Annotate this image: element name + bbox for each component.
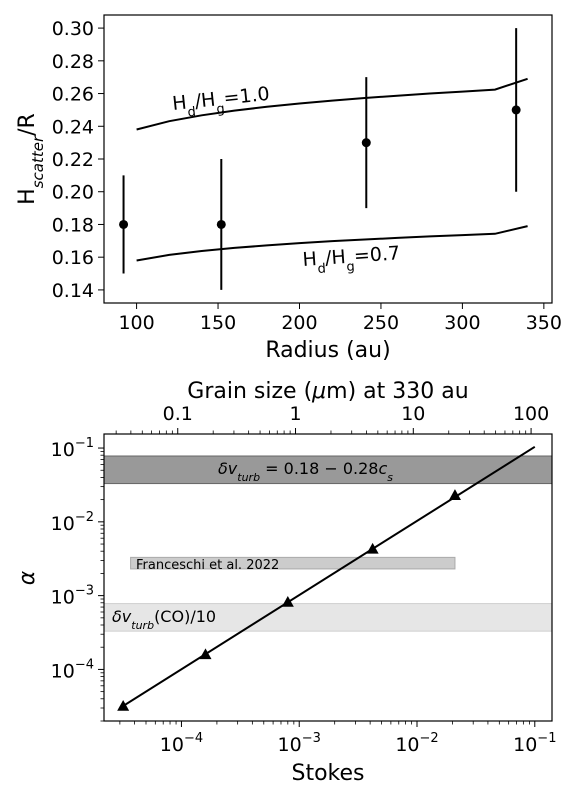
model-curve-2 bbox=[136, 225, 528, 262]
top-x-tick-label: 300 bbox=[444, 312, 480, 334]
bottom-chart: 10−4 10−3 10−2 10−1 10−4 10−3 10−2 10−1 0.1 1 10… bbox=[15, 379, 556, 786]
band-co bbox=[103, 603, 553, 632]
bottom-top-axis-label: Grain size (μm) at 330 au bbox=[187, 379, 468, 404]
bottom-line bbox=[122, 445, 536, 707]
data-point-3 bbox=[361, 138, 371, 148]
bottom-top-ticks: 0.1 1 10 100 bbox=[115, 403, 549, 434]
top-y-tick-label: 0.22 bbox=[52, 149, 94, 171]
bottom-y-tick-label: 10−4 bbox=[51, 657, 94, 682]
bottom-y-tick-label: 10−1 bbox=[51, 436, 94, 461]
data-point-4 bbox=[511, 105, 521, 115]
top-y-ticks: 0.14 0.16 0.18 0.20 0.22 0.24 0.26 0.28 0.30 bbox=[52, 18, 104, 302]
bottom-x-tick-label: 10−1 bbox=[513, 731, 556, 756]
top-x-tick-label: 150 bbox=[200, 312, 236, 334]
bottom-x-tick-label: 10−4 bbox=[160, 731, 203, 756]
bottom-y-tick-label: 10−3 bbox=[51, 584, 94, 609]
band-turb bbox=[103, 455, 553, 485]
top-x-ticks: 100 150 200 250 300 350 bbox=[118, 303, 562, 334]
top-y-tick-label: 0.26 bbox=[52, 84, 94, 106]
top-x-tick-label: 100 bbox=[118, 312, 154, 334]
data-point-2 bbox=[216, 219, 226, 229]
top-curves bbox=[136, 77, 528, 262]
bottom-markers bbox=[117, 489, 461, 711]
top-y-tick-label: 0.24 bbox=[52, 116, 94, 138]
model-curve-1 bbox=[136, 77, 528, 131]
band-label-franceschi: Franceschi et al. 2022 bbox=[136, 558, 279, 573]
top-y-tick-label: 0.20 bbox=[52, 182, 94, 204]
top-points bbox=[119, 28, 521, 290]
top-y-tick-label: 0.14 bbox=[52, 280, 94, 302]
curve-label-1: Hd/Hg=1.0 bbox=[171, 83, 271, 122]
top-y-tick-label: 0.16 bbox=[52, 247, 94, 269]
triangle-marker-5 bbox=[448, 489, 461, 500]
bottom-y-ticks: 10−4 10−3 10−2 10−1 bbox=[51, 436, 104, 722]
top-x-tick-label: 200 bbox=[281, 312, 317, 334]
bottom-x-ticks: 10−4 10−3 10−2 10−1 bbox=[119, 721, 556, 756]
data-point-1 bbox=[119, 219, 129, 229]
triangle-marker-2 bbox=[199, 648, 212, 660]
top-x-axis-label: Radius (au) bbox=[265, 338, 390, 363]
bottom-x-axis-label: Stokes bbox=[291, 761, 364, 786]
triangle-marker-3 bbox=[281, 595, 294, 607]
top-x-tick-label: 250 bbox=[363, 312, 399, 334]
band-label-turb: δvturb = 0.18 − 0.28cs bbox=[218, 459, 393, 484]
bottom-x-tick-label: 10−3 bbox=[278, 731, 321, 756]
top-axis-tick-label: 0.1 bbox=[163, 403, 193, 425]
top-chart: 100 150 200 250 300 350 0.140.160.180.200.220… bbox=[15, 14, 562, 363]
band-label-co: δvturb(CO)/10 bbox=[112, 607, 216, 632]
top-y-tick-label: 0.28 bbox=[52, 51, 94, 73]
bottom-y-tick-label: 10−2 bbox=[51, 510, 94, 535]
alpha-stokes-line bbox=[122, 445, 536, 707]
top-x-tick-label: 350 bbox=[526, 312, 562, 334]
top-axis-tick-label: 10 bbox=[401, 403, 425, 425]
curve-label-2: Hd/Hg=0.7 bbox=[302, 242, 401, 277]
bottom-plot-frame bbox=[103, 433, 553, 722]
band-franceschi bbox=[130, 556, 456, 570]
top-y-tick-label: 0.30 bbox=[52, 18, 94, 40]
top-axis-tick-label: 100 bbox=[513, 403, 549, 425]
triangle-marker-1 bbox=[117, 699, 130, 711]
top-axis-tick-label: 1 bbox=[289, 403, 301, 425]
bottom-bands bbox=[103, 455, 553, 632]
top-y-axis-label: Hscatter/R bbox=[15, 113, 47, 205]
bottom-y-axis-label: α bbox=[15, 570, 40, 585]
triangle-marker-4 bbox=[366, 542, 379, 554]
bottom-x-tick-label: 10−2 bbox=[395, 731, 438, 756]
top-y-tick-label: 0.18 bbox=[52, 214, 94, 236]
